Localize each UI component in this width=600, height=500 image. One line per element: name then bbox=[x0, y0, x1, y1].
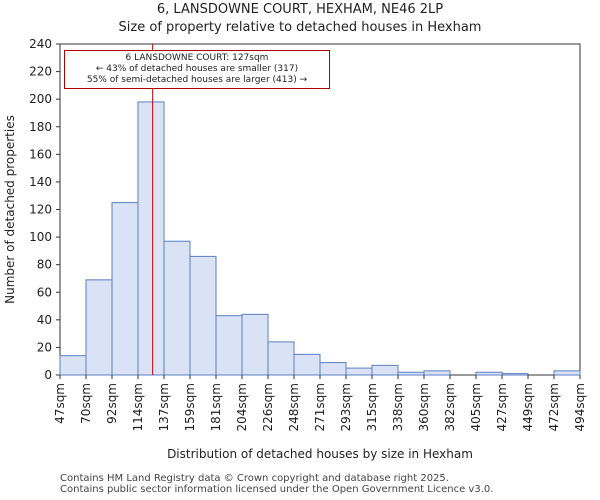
bar bbox=[345, 367, 373, 376]
x-tick-label: 338sqm bbox=[391, 383, 405, 431]
x-tick-label: 405sqm bbox=[469, 383, 483, 431]
bar bbox=[215, 315, 243, 376]
x-tick-label: 114sqm bbox=[131, 383, 145, 431]
y-tick-label: 120 bbox=[29, 203, 52, 217]
y-tick-label: 0 bbox=[44, 368, 52, 382]
bar bbox=[553, 370, 581, 376]
x-axis-label: Distribution of detached houses by size … bbox=[167, 447, 473, 461]
x-tick-label: 159sqm bbox=[183, 383, 197, 431]
x-tick-label: 494sqm bbox=[573, 383, 587, 431]
y-tick-label: 180 bbox=[29, 120, 52, 134]
y-tick-label: 160 bbox=[29, 147, 52, 161]
x-tick-label: 47sqm bbox=[53, 383, 67, 424]
x-tick-label: 382sqm bbox=[443, 383, 457, 431]
y-tick-label: 240 bbox=[29, 37, 52, 51]
x-tick-label: 204sqm bbox=[235, 383, 249, 431]
x-tick-label: 92sqm bbox=[105, 383, 119, 424]
x-tick-label: 70sqm bbox=[79, 383, 93, 424]
bar bbox=[397, 371, 425, 376]
x-tick-label: 181sqm bbox=[209, 383, 223, 431]
y-tick-label: 60 bbox=[37, 285, 52, 299]
x-tick-label: 449sqm bbox=[521, 383, 535, 431]
y-axis-label: Number of detached properties bbox=[3, 115, 17, 304]
annotation-line-2: ← 43% of detached houses are smaller (31… bbox=[95, 64, 299, 74]
x-tick-label: 427sqm bbox=[495, 383, 509, 431]
x-tick-label: 315sqm bbox=[365, 383, 379, 431]
histogram-chart: 0 20 40 60 80 100 120 140 160 180 200 220 240 47sqm 70… bbox=[3, 37, 587, 461]
chart-subtitle: Size of property relative to detached ho… bbox=[118, 20, 482, 35]
y-tick-label: 40 bbox=[37, 313, 52, 327]
bar bbox=[137, 101, 165, 376]
bar bbox=[319, 362, 347, 376]
chart-title: 6, LANSDOWNE COURT, HEXHAM, NE46 2LP bbox=[156, 2, 444, 17]
x-tick-label: 472sqm bbox=[547, 383, 561, 431]
bar bbox=[111, 202, 139, 376]
annotation-line-1: 6 LANSDOWNE COURT: 127sqm bbox=[125, 53, 269, 63]
x-tick-label: 293sqm bbox=[339, 383, 353, 431]
footer-line-2: Contains public sector information licen… bbox=[60, 484, 494, 495]
annotation-line-3: 55% of semi-detached houses are larger (… bbox=[86, 75, 308, 85]
x-tick-label: 271sqm bbox=[313, 383, 327, 431]
y-tick-label: 220 bbox=[29, 65, 52, 79]
bar bbox=[59, 355, 87, 376]
bar bbox=[501, 373, 529, 376]
x-tick-label: 360sqm bbox=[417, 383, 431, 431]
footer-line-1: Contains HM Land Registry data © Crown c… bbox=[60, 473, 449, 484]
x-tick-label: 226sqm bbox=[261, 383, 275, 431]
bar bbox=[241, 313, 269, 376]
y-tick-label: 100 bbox=[29, 230, 52, 244]
bar bbox=[423, 370, 451, 376]
bar bbox=[163, 240, 191, 376]
x-tick-label: 248sqm bbox=[287, 383, 301, 431]
bar bbox=[189, 255, 217, 376]
bar bbox=[85, 279, 113, 376]
bar bbox=[267, 341, 295, 376]
y-tick-label: 200 bbox=[29, 92, 52, 106]
bar bbox=[475, 371, 503, 376]
y-tick-label: 140 bbox=[29, 175, 52, 189]
x-tick-label: 137sqm bbox=[157, 383, 171, 431]
y-tick-label: 80 bbox=[37, 258, 52, 272]
bar bbox=[293, 353, 321, 376]
y-tick-label: 20 bbox=[37, 340, 52, 354]
bar bbox=[371, 364, 399, 376]
annotation-box: 6 LANSDOWNE COURT: 127sqm ← 43% of detac… bbox=[64, 50, 330, 89]
